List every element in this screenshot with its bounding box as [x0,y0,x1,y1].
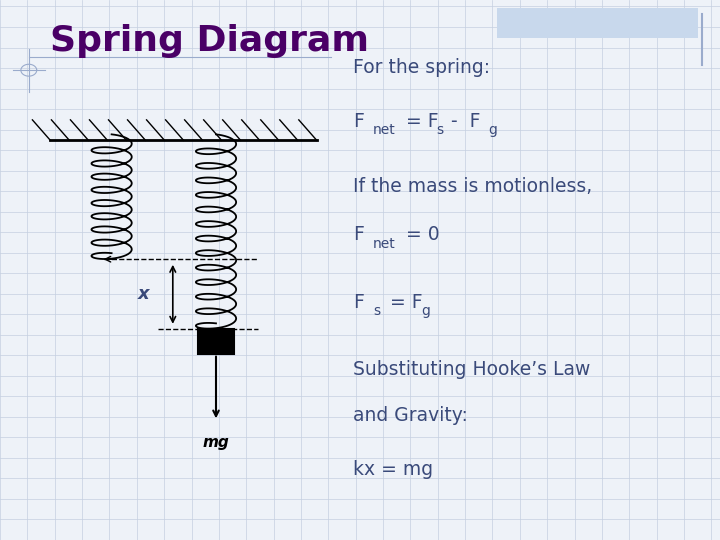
Text: g: g [421,304,430,318]
Text: net: net [373,123,396,137]
Text: For the spring:: For the spring: [353,58,490,77]
Text: If the mass is motionless,: If the mass is motionless, [353,177,592,196]
Bar [497,8,698,38]
Text: F: F [353,225,364,245]
Text: s: s [373,304,380,318]
Text: = 0: = 0 [400,225,439,245]
Bar [198,329,234,354]
Text: kx = mg: kx = mg [353,460,433,480]
Text: -  F: - F [445,112,480,131]
Text: s: s [436,123,444,137]
Text: = F: = F [400,112,438,131]
Text: F: F [353,112,364,131]
Text: F: F [353,293,364,312]
Text: net: net [373,237,396,251]
Text: g: g [488,123,497,137]
Text: and Gravity:: and Gravity: [353,406,468,426]
Text: mg: mg [202,435,230,450]
Text: x: x [138,285,150,303]
Text: Spring Diagram: Spring Diagram [50,24,369,58]
Text: Substituting Hooke’s Law: Substituting Hooke’s Law [353,360,590,380]
Text: = F: = F [384,293,423,312]
